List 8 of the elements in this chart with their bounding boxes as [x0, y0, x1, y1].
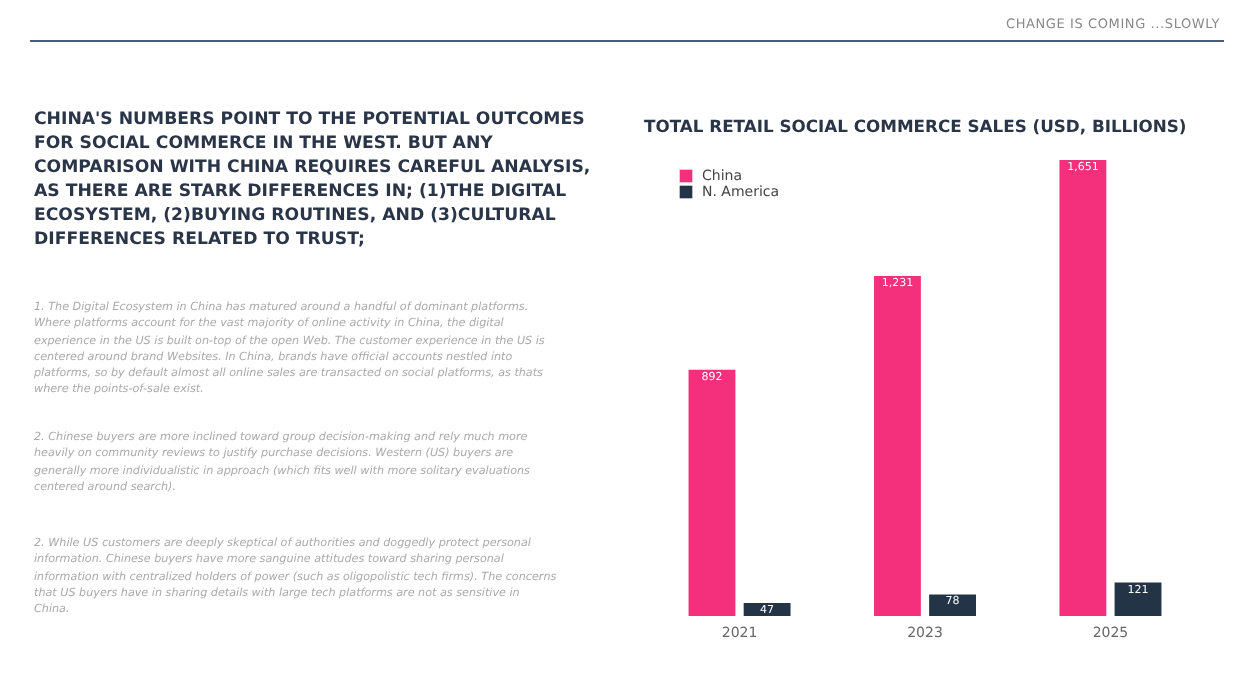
text: CHINA'S NUMBERS POINT TO THE POTENTIAL OUTCOMES FOR SOCIAL COMMERCE IN THE WEST. BUT ANY COMPARISON WITH CHINA REQUIRES CAREFUL ANALYSIS, AS THERE ARE STARK DIFFERENCES IN; (1)THE DIGITAL ECOSYSTEM, (2)BUYING ROUTINES, AND (3)CULTURAL DIFFERENCES RELATED TO TRUST;: [34, 108, 593, 252]
bar: [1114, 582, 1162, 616]
bar: [688, 369, 736, 616]
bar: [874, 276, 921, 616]
bar: [743, 603, 791, 616]
chart-title: TOTAL RETAIL SOCIAL COMMERCE SALES (USD, BILLIONS): [644, 116, 1187, 136]
bar: [1059, 160, 1107, 616]
bar: [929, 594, 976, 616]
